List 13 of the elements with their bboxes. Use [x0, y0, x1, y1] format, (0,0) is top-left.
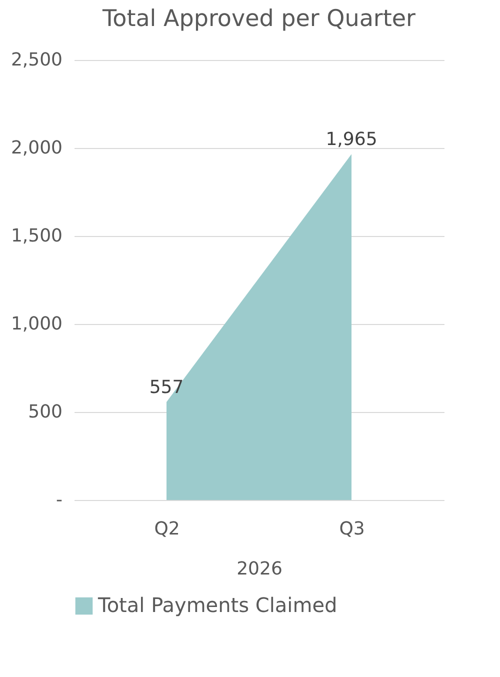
x-tick-label: Q3	[339, 518, 365, 540]
y-tick-label: -	[56, 490, 62, 510]
legend-label: Total Payments Claimed	[97, 593, 338, 617]
x-tick-label: Q2	[154, 518, 180, 540]
y-tick-label: 500	[28, 402, 62, 422]
x-axis-title: 2026	[236, 558, 282, 580]
data-label: 557	[149, 376, 184, 398]
y-tick-label: 1,500	[10, 226, 62, 246]
chart-title: Total Approved per Quarter	[101, 6, 416, 32]
y-tick-label: 2,000	[10, 138, 62, 158]
y-tick-label: 1,000	[10, 314, 62, 334]
y-tick-label: 2,500	[10, 50, 62, 70]
data-label: 1,965	[326, 129, 378, 150]
